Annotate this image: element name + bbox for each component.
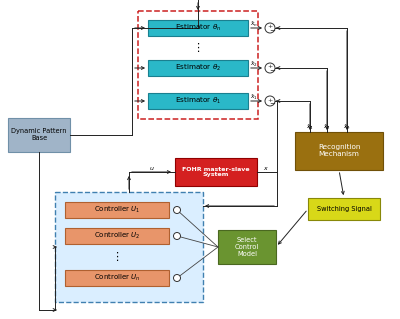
- Text: $\hat{x}_n$: $\hat{x}_n$: [250, 19, 258, 29]
- Bar: [65, 228, 169, 244]
- Bar: [138, 11, 258, 119]
- Bar: [175, 158, 257, 186]
- Text: Switching Signal: Switching Signal: [316, 206, 372, 212]
- Text: ⋮: ⋮: [192, 43, 204, 53]
- Text: $\hat{x}_1$: $\hat{x}_1$: [306, 122, 314, 132]
- Text: $\hat{x}_2$: $\hat{x}_2$: [250, 59, 258, 69]
- Text: Estimator $\theta_2$: Estimator $\theta_2$: [175, 63, 221, 73]
- Bar: [65, 270, 169, 286]
- Text: $\hat{x}_2$: $\hat{x}_2$: [323, 122, 331, 132]
- Text: Dynamic Pattern
Base: Dynamic Pattern Base: [11, 129, 67, 142]
- Bar: [65, 202, 169, 218]
- Bar: [148, 60, 248, 76]
- Bar: [148, 93, 248, 109]
- Circle shape: [174, 233, 180, 240]
- Text: −: −: [269, 101, 275, 107]
- Text: Estimator $\theta_n$: Estimator $\theta_n$: [175, 23, 221, 33]
- Bar: [55, 192, 203, 302]
- Text: $\hat{x}_n$: $\hat{x}_n$: [343, 122, 351, 132]
- Bar: [295, 132, 383, 170]
- Text: $\hat{x}_1$: $\hat{x}_1$: [250, 92, 258, 102]
- Text: ⋮: ⋮: [112, 252, 122, 262]
- Text: −: −: [269, 28, 275, 34]
- Text: +: +: [267, 98, 273, 102]
- Circle shape: [174, 275, 180, 281]
- Text: Estimator $\theta_1$: Estimator $\theta_1$: [175, 96, 221, 106]
- Text: Select
Control
Model: Select Control Model: [235, 237, 259, 257]
- Bar: [8, 118, 70, 152]
- Circle shape: [265, 23, 275, 33]
- Text: Controller $U_n$: Controller $U_n$: [94, 273, 140, 283]
- Circle shape: [265, 63, 275, 73]
- Text: −: −: [269, 68, 275, 74]
- Text: Controller $U_2$: Controller $U_2$: [94, 231, 140, 241]
- Circle shape: [174, 206, 180, 213]
- Text: Controller $U_1$: Controller $U_1$: [94, 205, 140, 215]
- Text: Recognition
Mechanism: Recognition Mechanism: [318, 145, 360, 158]
- Bar: [218, 230, 276, 264]
- Bar: [308, 198, 380, 220]
- Text: FOHR master-slave
System: FOHR master-slave System: [182, 167, 250, 177]
- Text: u: u: [150, 166, 154, 170]
- Text: +: +: [267, 64, 273, 70]
- Bar: [148, 20, 248, 36]
- Circle shape: [265, 96, 275, 106]
- Text: x: x: [263, 166, 267, 170]
- Text: +: +: [267, 25, 273, 29]
